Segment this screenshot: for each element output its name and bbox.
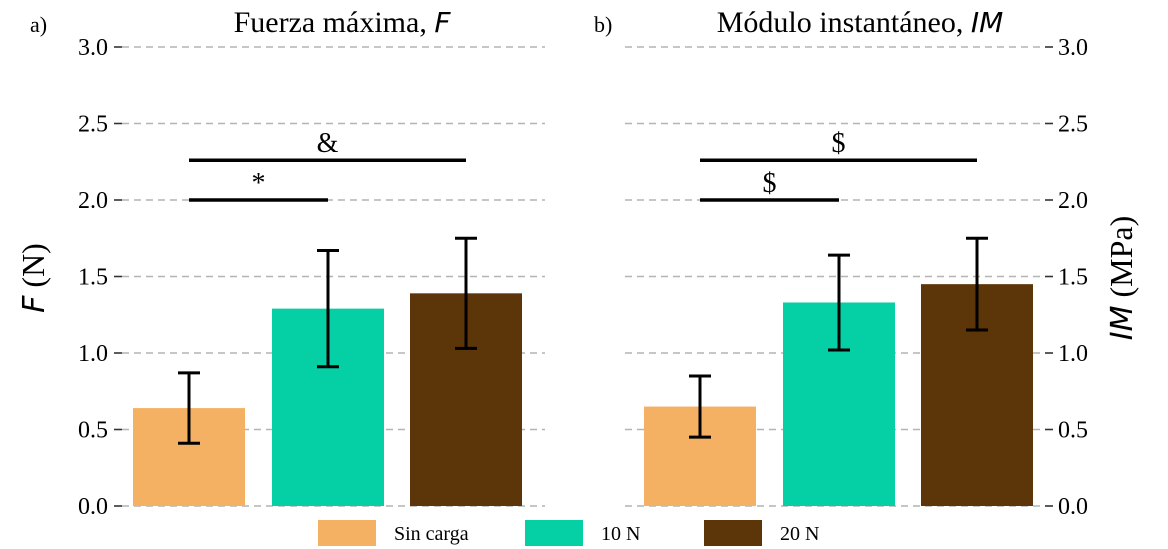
legend-label-sin-carga: Sin carga [394,523,469,545]
y-axis-label-unit: (N) [15,243,51,295]
y-axis-label: F (N) [15,243,52,313]
y-tick-label: 2.0 [78,188,108,214]
y-axis-label-symbol: F [17,295,52,313]
significance-brackets: $$ [700,128,977,202]
chart-title-symbol: F [434,6,451,39]
y-tick-label: 0.5 [1058,418,1088,444]
y-tick-label: 1.5 [1058,265,1088,291]
chart-title: Módulo instantáneo, IM [717,6,1004,39]
legend-swatch-sin-carga [318,520,376,546]
significance-label: $ [832,128,846,159]
y-tick-label: 2.5 [1058,112,1088,138]
y-tick-label: 0.0 [1058,494,1088,520]
legend-swatch-10n [525,520,583,546]
legend-swatch-20n [704,520,762,546]
chart-title-symbol: IM [971,6,1003,39]
y-axis: 0.0 0.5 1.0 1.5 2.0 2.5 3.0 [1045,35,1088,520]
y-tick-label: 3.0 [1058,35,1088,61]
significance-label: * [252,168,266,199]
y-tick-label: 1.5 [78,265,108,291]
significance-brackets: *& [189,128,466,202]
y-axis-label-unit: (MPa) [1103,216,1139,306]
error-bars [689,236,988,439]
panel-tag: a) [30,12,47,37]
significance-label: $ [763,168,777,199]
panel-fuerza-maxima: 0.00.51.01.52.02.53.0 *& a) Fuerza máxim… [15,6,545,520]
y-tick-label: 0.0 [78,494,108,520]
chart-title-text: Fuerza máxima, [234,6,435,39]
legend: Sin carga 10 N 20 N [318,520,819,546]
y-axis: 0.0 0.5 1.0 1.5 2.0 2.5 3.0 [78,35,122,520]
error-bars [178,236,477,445]
panel-tag: b) [594,12,612,37]
y-tick-label: 1.0 [1058,341,1088,367]
y-axis-label-symbol: IM [1105,305,1140,340]
y-tick-label: 3.0 [78,35,108,61]
legend-label-20n: 20 N [780,523,819,545]
y-tick-label: 2.0 [1058,188,1088,214]
chart-title: Fuerza máxima, F [234,6,452,39]
y-tick-label: 2.5 [78,112,108,138]
significance-label: & [317,128,339,159]
chart-title-text: Módulo instantáneo, [717,6,971,39]
legend-label-10n: 10 N [601,523,640,545]
y-tick-label: 1.0 [78,341,108,367]
y-tick-label: 0.5 [78,418,108,444]
panel-modulo-instantaneo: 0.00.51.01.52.02.53.0 $$ b) Módulo insta… [594,6,1140,520]
y-axis-label: IM (MPa) [1103,216,1140,341]
